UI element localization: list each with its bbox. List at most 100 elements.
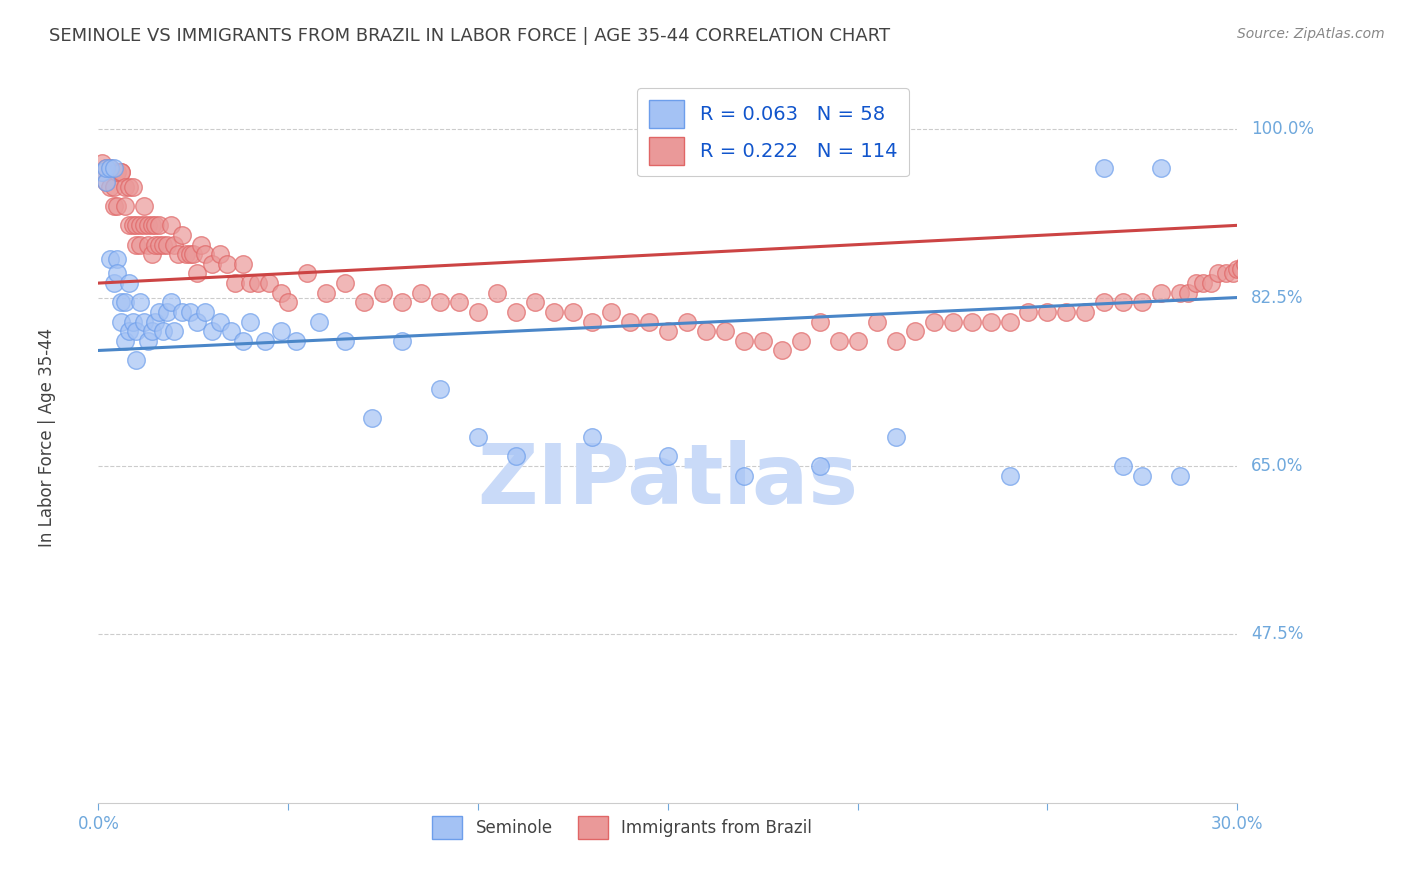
Point bbox=[1215, 267, 1237, 281]
Point bbox=[114, 334, 136, 348]
Point bbox=[170, 227, 193, 242]
Point bbox=[156, 237, 179, 252]
Point bbox=[194, 247, 217, 261]
Point bbox=[201, 324, 224, 338]
Text: 82.5%: 82.5% bbox=[1251, 288, 1303, 307]
Point bbox=[315, 285, 337, 300]
Point bbox=[657, 324, 679, 338]
Point bbox=[125, 353, 148, 368]
Point bbox=[657, 450, 679, 464]
Point bbox=[224, 276, 246, 290]
Point bbox=[103, 276, 125, 290]
Point bbox=[543, 305, 565, 319]
Point bbox=[979, 315, 1001, 329]
Point bbox=[1184, 276, 1206, 290]
Point bbox=[118, 324, 141, 338]
Point bbox=[429, 382, 451, 396]
Point bbox=[1192, 276, 1215, 290]
Point bbox=[91, 165, 114, 179]
Point bbox=[1230, 261, 1253, 276]
Point bbox=[505, 305, 527, 319]
Point bbox=[186, 267, 208, 281]
Point bbox=[1199, 276, 1222, 290]
Point bbox=[103, 199, 125, 213]
Point bbox=[121, 219, 143, 233]
Point bbox=[132, 219, 155, 233]
Point bbox=[232, 334, 254, 348]
Text: Source: ZipAtlas.com: Source: ZipAtlas.com bbox=[1237, 27, 1385, 41]
Point bbox=[110, 165, 132, 179]
Point bbox=[284, 334, 307, 348]
Point bbox=[638, 315, 661, 329]
Point bbox=[619, 315, 641, 329]
Point bbox=[998, 315, 1021, 329]
Point bbox=[121, 315, 143, 329]
Point bbox=[1208, 267, 1230, 281]
Point bbox=[159, 295, 181, 310]
Point bbox=[733, 334, 755, 348]
Point bbox=[752, 334, 775, 348]
Point bbox=[94, 161, 117, 175]
Point bbox=[107, 252, 129, 266]
Point bbox=[159, 219, 181, 233]
Point bbox=[524, 295, 547, 310]
Point bbox=[391, 295, 413, 310]
Point bbox=[107, 267, 129, 281]
Point bbox=[91, 165, 114, 179]
Point bbox=[467, 305, 489, 319]
Point bbox=[1132, 295, 1154, 310]
Point bbox=[695, 324, 717, 338]
Point bbox=[148, 219, 170, 233]
Point bbox=[125, 219, 148, 233]
Point bbox=[1170, 285, 1192, 300]
Point bbox=[98, 161, 121, 175]
Point bbox=[107, 199, 129, 213]
Point bbox=[486, 285, 509, 300]
Point bbox=[1222, 267, 1244, 281]
Point bbox=[145, 237, 167, 252]
Point bbox=[179, 305, 201, 319]
Point bbox=[94, 175, 117, 189]
Point bbox=[770, 343, 793, 358]
Point bbox=[194, 305, 217, 319]
Point bbox=[121, 179, 143, 194]
Text: 47.5%: 47.5% bbox=[1251, 625, 1303, 643]
Point bbox=[884, 430, 907, 444]
Point bbox=[129, 295, 152, 310]
Point bbox=[110, 315, 132, 329]
Point bbox=[94, 175, 117, 189]
Point bbox=[132, 199, 155, 213]
Point bbox=[110, 165, 132, 179]
Point bbox=[942, 315, 965, 329]
Point bbox=[118, 179, 141, 194]
Point bbox=[308, 315, 330, 329]
Point bbox=[156, 305, 179, 319]
Point bbox=[98, 252, 121, 266]
Point bbox=[1233, 257, 1256, 271]
Point bbox=[190, 237, 212, 252]
Point bbox=[562, 305, 585, 319]
Point bbox=[167, 247, 190, 261]
Point bbox=[828, 334, 851, 348]
Point bbox=[118, 219, 141, 233]
Point bbox=[98, 179, 121, 194]
Point bbox=[714, 324, 737, 338]
Point bbox=[246, 276, 269, 290]
Point bbox=[1177, 285, 1199, 300]
Point bbox=[132, 315, 155, 329]
Point bbox=[335, 276, 357, 290]
Legend: Seminole, Immigrants from Brazil: Seminole, Immigrants from Brazil bbox=[422, 805, 823, 849]
Point bbox=[179, 247, 201, 261]
Point bbox=[581, 315, 603, 329]
Point bbox=[1241, 252, 1264, 266]
Point bbox=[129, 219, 152, 233]
Point bbox=[232, 257, 254, 271]
Point bbox=[110, 295, 132, 310]
Point bbox=[136, 237, 159, 252]
Point bbox=[1036, 305, 1059, 319]
Point bbox=[1150, 161, 1173, 175]
Point bbox=[98, 161, 121, 175]
Point bbox=[790, 334, 813, 348]
Point bbox=[411, 285, 433, 300]
Point bbox=[277, 295, 299, 310]
